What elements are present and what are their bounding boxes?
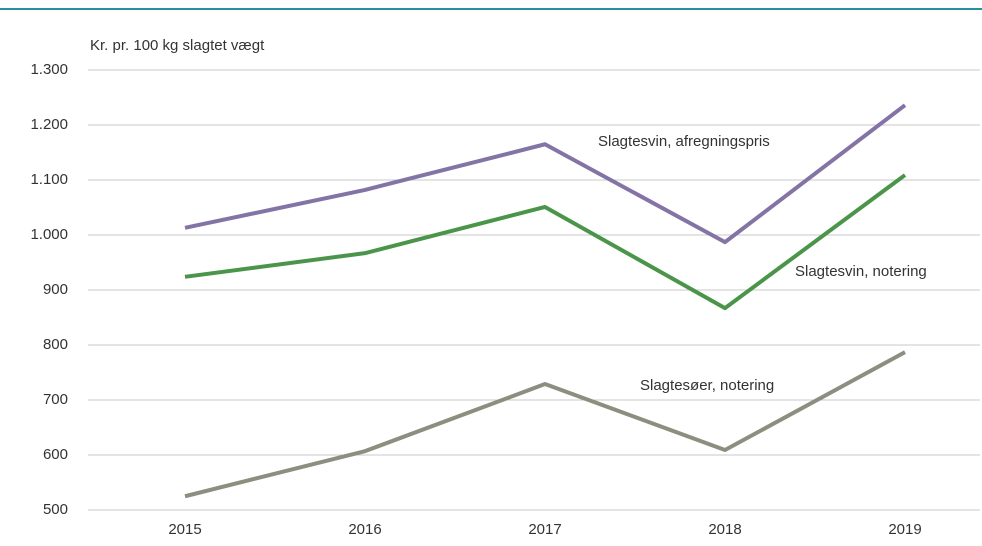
- x-tick-label: 2019: [888, 521, 921, 538]
- y-tick-label: 1.300: [30, 61, 68, 78]
- x-tick-label: 2015: [168, 521, 201, 538]
- y-tick-label: 800: [43, 336, 68, 353]
- y-axis-label: Kr. pr. 100 kg slagtet vægt: [90, 37, 265, 54]
- y-tick-label: 1.000: [30, 226, 68, 243]
- x-tick-label: 2016: [348, 521, 381, 538]
- series-line: [184, 103, 907, 245]
- y-tick-label: 900: [43, 281, 68, 298]
- series-label: Slagtesvin, afregningspris: [598, 133, 770, 150]
- y-tick-label: 600: [43, 446, 68, 463]
- series-label: Slagtesøer, notering: [640, 377, 774, 394]
- series-line: [184, 173, 907, 311]
- y-tick-label: 1.100: [30, 171, 68, 188]
- y-tick-label: 500: [43, 501, 68, 518]
- y-tick-label: 1.200: [30, 116, 68, 133]
- y-tick-label: 700: [43, 391, 68, 408]
- series-line: [184, 350, 906, 499]
- x-tick-label: 2017: [528, 521, 561, 538]
- x-tick-label: 2018: [708, 521, 741, 538]
- series-label: Slagtesvin, notering: [795, 263, 927, 280]
